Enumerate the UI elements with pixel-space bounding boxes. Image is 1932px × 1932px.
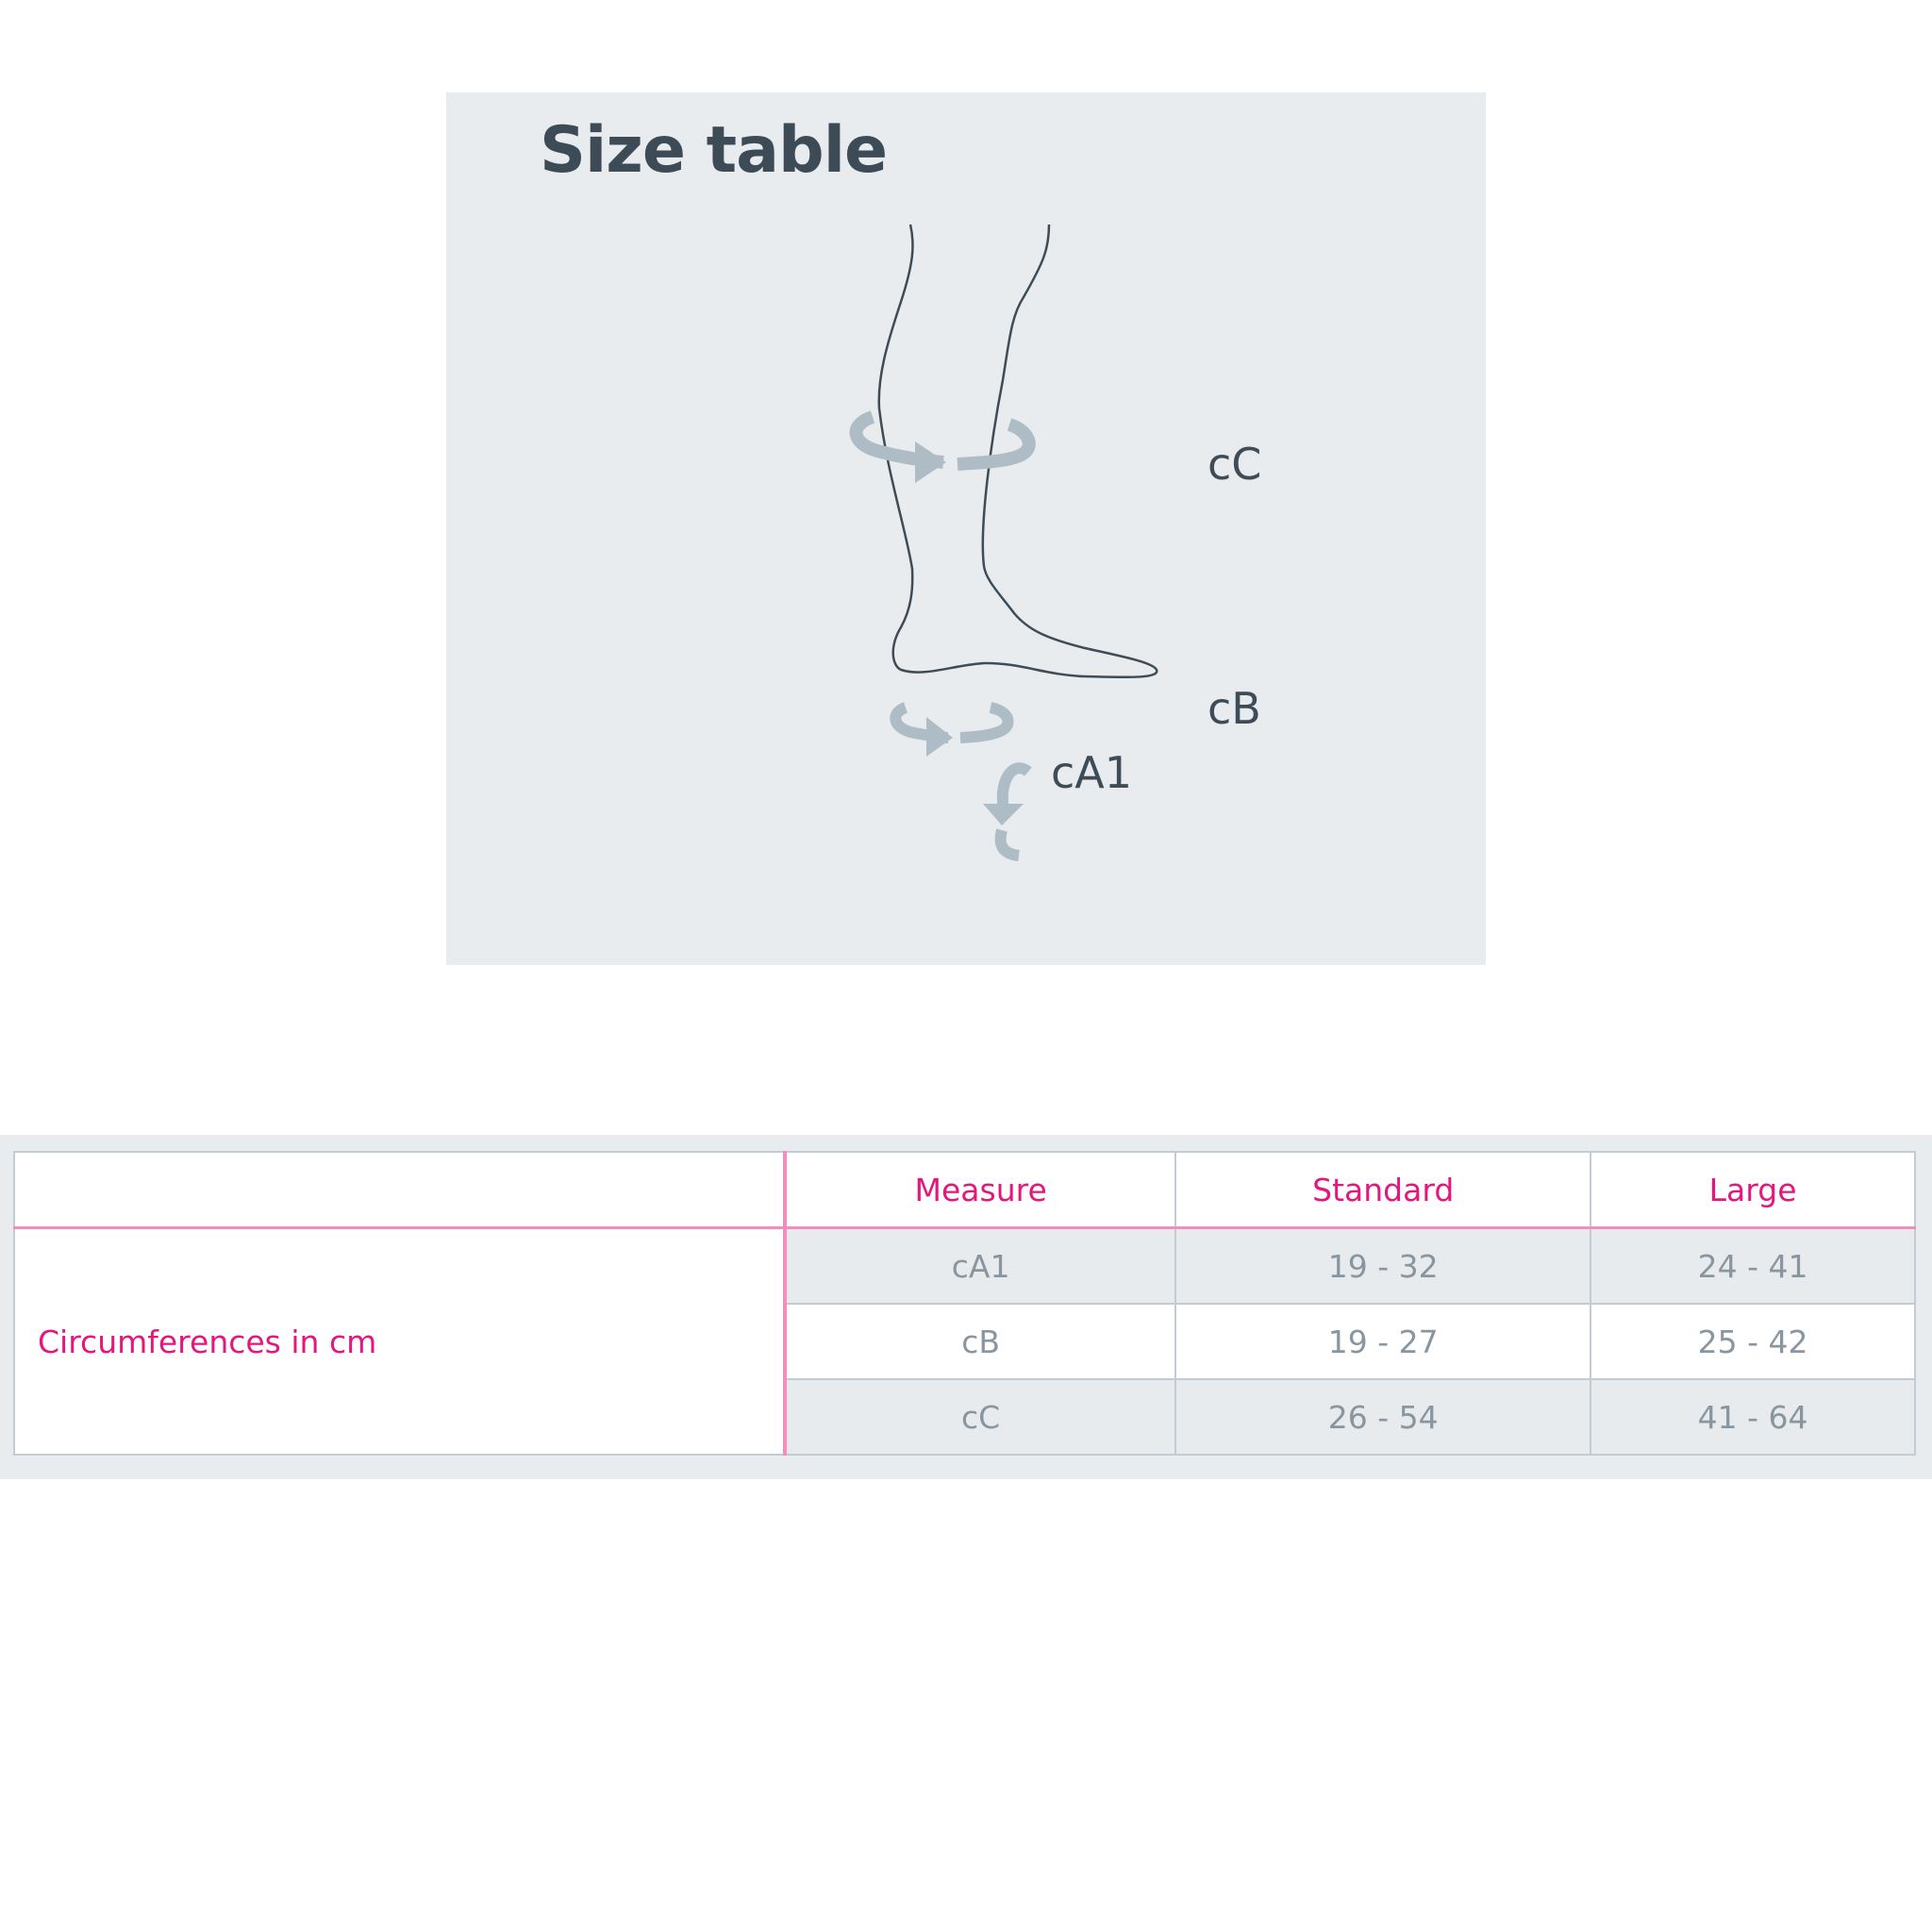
table-row: Circumferences in cm cA1 19 - 32 24 - 41 [13,1226,1916,1456]
cell-standard: 19 - 27 [1174,1303,1592,1380]
label-cB: cB [1208,683,1261,734]
label-cC: cC [1208,439,1262,490]
cell-large: 41 - 64 [1590,1378,1916,1456]
cb-arrow-icon [890,702,1014,743]
cb-arrowhead [926,717,953,757]
row-group-label: Circumferences in cm [13,1226,787,1456]
cell-standard: 26 - 54 [1174,1378,1592,1456]
header-large: Large [1590,1151,1916,1229]
header-empty [13,1151,787,1229]
cell-measure: cA1 [783,1226,1177,1305]
cell-large: 25 - 42 [1590,1303,1916,1380]
table-row: cC 26 - 54 41 - 64 [14,1378,1916,1456]
header-standard: Standard [1174,1151,1592,1229]
table-row: cB 19 - 27 25 - 42 [14,1303,1916,1380]
cell-standard: 19 - 32 [1174,1226,1592,1305]
cc-arrowhead [915,441,946,483]
leg-illustration [849,224,1158,861]
ca1-arrow-icon [994,762,1032,861]
table-header-row: Measure Standard Large [13,1151,1916,1229]
ca1-arrowhead [983,804,1024,825]
size-table: Measure Standard Large Circumferences in… [13,1151,1916,1456]
page-title: Size table [540,113,888,188]
cell-measure: cB [783,1303,1177,1380]
label-cA1: cA1 [1051,747,1133,798]
size-figure-panel: Size table [446,92,1486,965]
cell-large: 24 - 41 [1590,1226,1916,1305]
cell-measure: cC [783,1378,1177,1456]
header-measure: Measure [783,1151,1177,1229]
